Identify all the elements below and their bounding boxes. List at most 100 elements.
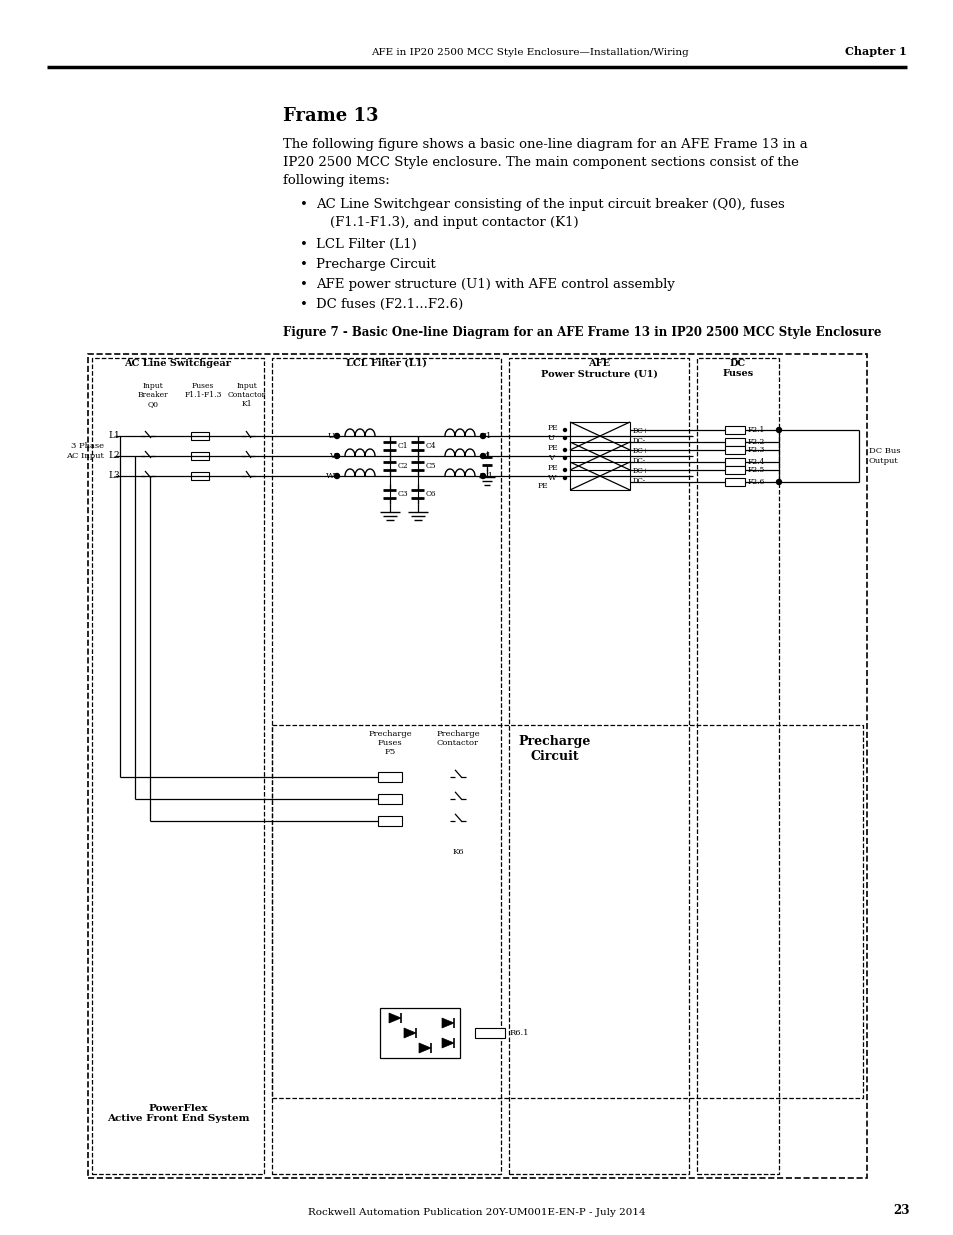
Circle shape xyxy=(480,433,485,438)
Text: C3: C3 xyxy=(397,490,408,498)
Text: DC
Fuses: DC Fuses xyxy=(721,359,753,378)
Text: PE: PE xyxy=(537,482,548,490)
Bar xyxy=(509,358,688,1174)
Text: V1: V1 xyxy=(479,452,491,459)
Text: Input
Contactor
K1: Input Contactor K1 xyxy=(228,382,266,409)
Text: •: • xyxy=(299,258,308,270)
Text: AC Line Switchgear consisting of the input circuit breaker (Q0), fuses: AC Line Switchgear consisting of the inp… xyxy=(315,198,784,211)
Bar xyxy=(377,816,401,826)
Text: Fuses
F1.1-F1.3: Fuses F1.1-F1.3 xyxy=(184,382,221,399)
Text: C5: C5 xyxy=(426,462,436,471)
Polygon shape xyxy=(418,1044,431,1053)
Text: C1: C1 xyxy=(397,442,408,450)
Text: LCL Filter (L1): LCL Filter (L1) xyxy=(346,359,427,368)
Bar xyxy=(569,422,629,450)
Bar xyxy=(724,458,744,466)
Bar xyxy=(191,472,209,480)
Text: F2.3: F2.3 xyxy=(747,446,764,454)
Polygon shape xyxy=(403,1028,416,1037)
Circle shape xyxy=(563,448,566,452)
Text: •: • xyxy=(299,238,308,251)
Text: U: U xyxy=(547,433,555,442)
Text: W1: W1 xyxy=(479,472,494,480)
Bar xyxy=(724,478,744,487)
Text: C2: C2 xyxy=(397,462,408,471)
Text: Frame 13: Frame 13 xyxy=(283,107,378,125)
Circle shape xyxy=(563,477,566,479)
Text: •: • xyxy=(299,298,308,311)
Text: DC-: DC- xyxy=(633,477,645,485)
Circle shape xyxy=(335,453,339,458)
Text: Chapter 1: Chapter 1 xyxy=(844,46,906,57)
Text: AFE in IP20 2500 MCC Style Enclosure—Installation/Wiring: AFE in IP20 2500 MCC Style Enclosure—Ins… xyxy=(371,48,688,57)
Polygon shape xyxy=(441,1018,454,1028)
Text: DC+: DC+ xyxy=(633,447,649,454)
Circle shape xyxy=(480,453,485,458)
Text: DC+: DC+ xyxy=(633,467,649,475)
Bar xyxy=(724,446,744,454)
Bar xyxy=(191,432,209,440)
Bar xyxy=(697,358,779,1174)
Text: U1: U1 xyxy=(479,432,492,440)
Circle shape xyxy=(335,473,339,478)
Text: V2: V2 xyxy=(329,452,339,459)
Text: F2.2: F2.2 xyxy=(747,438,764,446)
Text: LCL Filter (L1): LCL Filter (L1) xyxy=(315,238,416,251)
Text: IP20 2500 MCC Style enclosure. The main component sections consist of the: IP20 2500 MCC Style enclosure. The main … xyxy=(283,156,798,169)
Text: (F1.1-F1.3), and input contactor (K1): (F1.1-F1.3), and input contactor (K1) xyxy=(330,216,578,228)
Text: Rockwell Automation Publication 20Y-UM001E-EN-P - July 2014: Rockwell Automation Publication 20Y-UM00… xyxy=(308,1208,645,1216)
Circle shape xyxy=(776,479,781,484)
Text: •: • xyxy=(299,278,308,291)
Text: F2.5: F2.5 xyxy=(747,466,764,474)
Text: W: W xyxy=(547,474,556,482)
Text: DC+: DC+ xyxy=(633,427,649,435)
Bar xyxy=(272,725,862,1098)
Bar xyxy=(569,462,629,490)
Text: AFE
Power Structure (U1): AFE Power Structure (U1) xyxy=(540,359,657,378)
Circle shape xyxy=(335,433,339,438)
Text: DC fuses (F2.1...F2.6): DC fuses (F2.1...F2.6) xyxy=(315,298,463,311)
Text: PowerFlex
Active Front End System: PowerFlex Active Front End System xyxy=(107,1104,249,1123)
Text: L1: L1 xyxy=(108,431,120,441)
Text: C6: C6 xyxy=(426,490,436,498)
Circle shape xyxy=(480,473,485,478)
Text: DC-: DC- xyxy=(633,457,645,466)
Bar xyxy=(569,442,629,471)
Text: DC-: DC- xyxy=(633,437,645,445)
Bar xyxy=(191,452,209,459)
Bar xyxy=(475,1028,504,1037)
Text: K6: K6 xyxy=(452,847,463,856)
Text: 3 Phase
AC Input: 3 Phase AC Input xyxy=(66,442,104,459)
Polygon shape xyxy=(389,1013,400,1023)
Bar xyxy=(377,772,401,782)
Text: DC Bus
Output: DC Bus Output xyxy=(868,447,900,464)
Text: F2.1: F2.1 xyxy=(747,426,764,433)
Text: Precharge Circuit: Precharge Circuit xyxy=(315,258,436,270)
Text: 23: 23 xyxy=(893,1204,909,1216)
Text: The following figure shows a basic one-line diagram for an AFE Frame 13 in a: The following figure shows a basic one-l… xyxy=(283,138,807,151)
Text: AC Line Switchgear: AC Line Switchgear xyxy=(125,359,232,368)
Bar xyxy=(724,466,744,474)
Text: AFE power structure (U1) with AFE control assembly: AFE power structure (U1) with AFE contro… xyxy=(315,278,674,291)
Text: F2.4: F2.4 xyxy=(747,458,764,466)
Text: Precharge
Contactor: Precharge Contactor xyxy=(436,730,479,747)
Bar xyxy=(88,354,866,1178)
Text: R6.1: R6.1 xyxy=(510,1029,529,1037)
Bar xyxy=(377,794,401,804)
Text: L3: L3 xyxy=(108,472,119,480)
Text: U2: U2 xyxy=(328,432,339,440)
Circle shape xyxy=(563,429,566,431)
Bar xyxy=(91,358,264,1174)
Text: PE: PE xyxy=(547,445,558,452)
Bar xyxy=(272,358,500,1174)
Text: Precharge
Circuit: Precharge Circuit xyxy=(518,735,591,763)
Text: V: V xyxy=(547,454,554,462)
Text: PE: PE xyxy=(547,424,558,432)
Bar xyxy=(724,426,744,433)
Text: Precharge
Fuses
F5: Precharge Fuses F5 xyxy=(368,730,412,756)
Circle shape xyxy=(563,436,566,440)
Text: following items:: following items: xyxy=(283,174,390,186)
Text: PE: PE xyxy=(547,464,558,472)
Text: Figure 7 - Basic One-line Diagram for an AFE Frame 13 in IP20 2500 MCC Style Enc: Figure 7 - Basic One-line Diagram for an… xyxy=(283,326,881,338)
Circle shape xyxy=(776,427,781,432)
